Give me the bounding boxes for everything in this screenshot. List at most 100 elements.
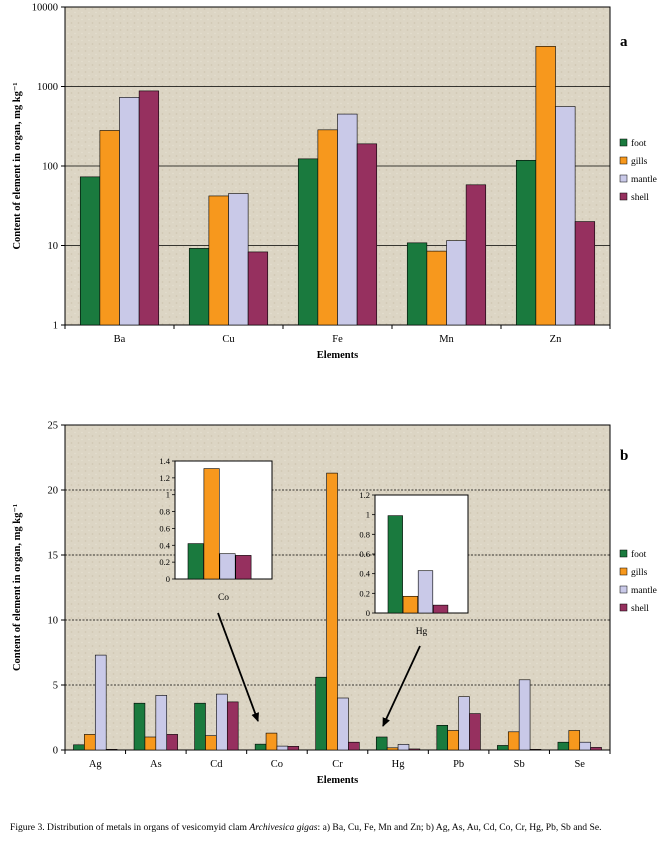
- arrow-co: [217, 612, 259, 722]
- panel-b-legend-swatch-mantle: [619, 585, 628, 594]
- panel-a-ytick-label: 10000: [32, 3, 58, 14]
- panel-b-legend-label-gills: gills: [631, 568, 648, 578]
- panel-b-ytick-label: 0: [53, 746, 58, 757]
- panel-b-bar-foot-sb: [497, 745, 509, 751]
- inset-co-bar-mantle: [219, 553, 236, 580]
- panel-a-ylabel: Content of element in organ, mg kg⁻¹: [12, 82, 23, 249]
- inset-co-ytick-label: 1.4: [159, 456, 170, 466]
- panel-a-bar-foot-fe: [297, 158, 319, 326]
- panel-a-xlabel: Elements: [317, 350, 358, 361]
- inset-hg-ytick-label: 0.2: [359, 588, 370, 598]
- panel-a-xtick-label: Zn: [550, 334, 562, 345]
- panel-b-bar-shell-cd: [226, 701, 239, 751]
- panel-b-ytick-label: 15: [48, 551, 59, 562]
- panel-b-bar-shell-co: [287, 746, 300, 751]
- inset-co-ytick-label: 1: [166, 490, 170, 500]
- panel-a-xtick-label: Cu: [222, 334, 235, 345]
- panel-b-bar-foot-pb: [436, 724, 449, 751]
- figure-caption: Figure 3. Distribution of metals in orga…: [10, 822, 658, 834]
- inset-hg-ytick-label: 1.2: [359, 490, 370, 500]
- panel-b-legend-swatch-gills: [619, 567, 628, 576]
- panel-b-xtick-label: Cr: [332, 759, 343, 770]
- panel-b-ytick-label: 20: [48, 486, 59, 497]
- panel-a-bar-foot-mn: [406, 242, 428, 326]
- panel-b-bar-gills-pb: [447, 730, 459, 751]
- panel-b-bar-shell-hg: [408, 748, 421, 751]
- inset-hg-bar-shell: [432, 604, 449, 614]
- panel-b-bar-foot-se: [557, 741, 570, 751]
- caption-prefix: Figure 3. Distribution of metals in orga…: [10, 822, 250, 833]
- panel-a-bar-foot-ba: [79, 176, 101, 326]
- panel-b-bar-mantle-co: [276, 745, 289, 751]
- panel-b-bar-mantle-hg: [397, 744, 410, 751]
- inset-co-bar-shell: [235, 555, 252, 580]
- panel-a-bar-gills-cu: [208, 195, 229, 326]
- arrow-hg: [382, 645, 421, 727]
- inset-co-ytick-label: 0.8: [159, 507, 170, 517]
- inset-co-ytick-label: 1.2: [159, 473, 170, 483]
- panel-a-legend-label-gills: gills: [631, 157, 648, 167]
- panel-a-bar-mantle-mn: [446, 240, 467, 326]
- panel-a-bar-gills-ba: [99, 130, 120, 326]
- panel-a-legend-label-shell: shell: [631, 193, 649, 203]
- panel-b-bar-shell-se: [590, 747, 602, 751]
- panel-b-xtick-label: Se: [574, 759, 585, 770]
- panel-b-letter: b: [620, 448, 628, 464]
- panel-b-bar-shell-ag: [105, 749, 118, 751]
- inset-hg-bar-foot: [387, 515, 403, 614]
- panel-b-xtick-label: Sb: [514, 759, 525, 770]
- panel-b-bar-gills-ag: [84, 734, 96, 751]
- panel-b-bar-foot-cd: [194, 702, 206, 751]
- panel-b-bar-foot-hg: [375, 736, 388, 751]
- panel-b-bar-gills-sb: [507, 731, 520, 751]
- panel-a-xtick-label: Ba: [114, 334, 126, 345]
- panel-b-xtick-label: Hg: [392, 759, 406, 770]
- panel-b-bar-gills-cr: [326, 472, 338, 751]
- panel-b-legend-swatch-shell: [619, 603, 628, 612]
- panel-b-bar-gills-hg: [386, 747, 399, 751]
- panel-a-bar-gills-fe: [317, 129, 338, 326]
- panel-b-ylabel: Content of element in organ, mg kg⁻¹: [12, 504, 23, 671]
- inset-co-bar-gills: [203, 468, 220, 580]
- panel-a-ytick-label: 1: [53, 321, 58, 332]
- panel-b-xtick-label: As: [150, 759, 162, 770]
- inset-co-ytick-label: 0.4: [159, 540, 170, 550]
- panel-b-bar-mantle-cr: [337, 697, 349, 751]
- panel-b-bar-shell-pb: [469, 713, 481, 751]
- panel-b-legend-label-mantle: mantle: [631, 586, 657, 596]
- panel-a-bar-shell-ba: [138, 90, 160, 326]
- panel-b-legend-label-shell: shell: [631, 604, 649, 614]
- panel-b-bar-mantle-ag: [94, 654, 107, 751]
- inset-co-ytick-label: 0.2: [159, 557, 170, 567]
- panel-a-letter: a: [620, 34, 628, 50]
- panel-a-legend-label-foot: foot: [631, 138, 647, 149]
- inset-co-label: Co: [218, 593, 229, 603]
- panel-a-bar-shell-mn: [465, 184, 487, 326]
- panel-b-bar-gills-as: [144, 736, 157, 751]
- panel-a-legend-label-mantle: mantle: [631, 175, 657, 185]
- inset-hg-ytick-label: 1: [366, 510, 370, 520]
- caption-species: Archivesica gigas: [249, 822, 318, 833]
- panel-b-xtick-label: Cd: [210, 759, 223, 770]
- panel-a-bar-shell-zn: [574, 221, 596, 326]
- panel-a-bar-gills-zn: [535, 46, 556, 326]
- panel-b-bar-gills-co: [265, 732, 278, 751]
- panel-a-ytick-label: 10: [48, 241, 59, 252]
- panel-b-xtick-label: Ag: [89, 759, 103, 770]
- panel-a-bar-shell-cu: [247, 251, 269, 326]
- inset-hg-ytick-label: 0: [366, 608, 370, 618]
- panel-b-bar-shell-sb: [529, 749, 542, 751]
- panel-b-bar-foot-co: [254, 743, 267, 751]
- inset-hg-ytick-label: 0.6: [359, 549, 370, 559]
- panel-a-bar-gills-mn: [426, 250, 447, 326]
- panel-b-bar-foot-ag: [73, 744, 85, 751]
- panel-a-legend-swatch-foot: [619, 138, 628, 147]
- inset-co-bar-foot: [187, 543, 204, 580]
- inset-hg-bar-gills: [402, 595, 419, 614]
- panel-b-legend-swatch-foot: [619, 549, 628, 558]
- panel-a-xtick-label: Mn: [439, 334, 454, 345]
- panel-a-ytick-label: 100: [42, 162, 58, 173]
- panel-b-xlabel: Elements: [317, 775, 358, 786]
- panel-b-bar-mantle-se: [579, 741, 591, 751]
- panel-b-ytick-label: 25: [48, 421, 59, 432]
